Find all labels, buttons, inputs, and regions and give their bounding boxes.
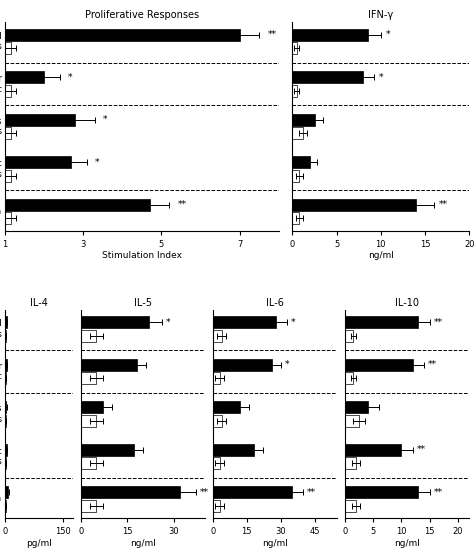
Bar — [81, 457, 96, 469]
Bar — [345, 443, 401, 456]
Bar — [345, 316, 419, 328]
X-axis label: ng/ml: ng/ml — [368, 251, 394, 260]
Text: **: ** — [428, 360, 437, 369]
Bar — [5, 359, 7, 370]
Bar — [81, 372, 96, 384]
Bar — [5, 28, 240, 41]
Bar — [213, 457, 219, 469]
Bar — [81, 415, 96, 427]
Bar — [292, 114, 315, 125]
Bar — [345, 401, 367, 413]
Bar — [292, 199, 416, 211]
Bar — [213, 486, 292, 498]
X-axis label: ng/ml: ng/ml — [262, 539, 288, 548]
Text: **: ** — [307, 487, 316, 497]
Bar — [81, 401, 102, 413]
Title: IL-10: IL-10 — [395, 297, 419, 307]
Bar — [213, 500, 219, 512]
Bar — [5, 500, 6, 512]
Bar — [5, 330, 6, 341]
Bar — [345, 330, 354, 341]
Bar — [5, 415, 6, 427]
Text: **: ** — [177, 200, 186, 209]
Bar — [213, 316, 276, 328]
Bar — [213, 401, 240, 413]
Bar — [213, 359, 272, 370]
Bar — [5, 85, 10, 97]
Bar — [81, 316, 149, 328]
Bar — [345, 372, 354, 384]
Bar — [81, 330, 96, 341]
Bar — [5, 156, 71, 168]
Bar — [5, 212, 10, 224]
X-axis label: ng/ml: ng/ml — [394, 539, 420, 548]
Bar — [5, 372, 6, 384]
Bar — [81, 443, 134, 456]
Bar — [292, 212, 300, 224]
Text: **: ** — [267, 30, 276, 39]
Bar — [5, 199, 150, 211]
Text: *: * — [95, 158, 100, 167]
Text: *: * — [386, 30, 391, 39]
Bar — [81, 486, 180, 498]
Bar — [292, 42, 297, 54]
Text: *: * — [165, 317, 170, 326]
Bar — [5, 457, 6, 469]
Bar — [292, 85, 297, 97]
Bar — [5, 128, 10, 139]
Bar — [5, 443, 7, 456]
Text: *: * — [284, 360, 289, 369]
Bar — [5, 71, 44, 83]
Title: IFN-γ: IFN-γ — [368, 10, 393, 20]
Bar — [81, 359, 137, 370]
Bar — [213, 372, 219, 384]
X-axis label: Stimulation Index: Stimulation Index — [102, 251, 182, 260]
Bar — [345, 500, 356, 512]
Bar — [213, 330, 222, 341]
Title: IL-4: IL-4 — [30, 297, 48, 307]
Bar — [5, 486, 8, 498]
Bar — [292, 71, 363, 83]
Bar — [345, 486, 419, 498]
X-axis label: pg/ml: pg/ml — [26, 539, 52, 548]
X-axis label: ng/ml: ng/ml — [130, 539, 156, 548]
Text: **: ** — [433, 487, 442, 497]
Bar — [5, 170, 10, 182]
Bar — [5, 42, 10, 54]
Bar — [345, 359, 413, 370]
Bar — [292, 28, 367, 41]
Title: Proliferative Responses: Proliferative Responses — [85, 10, 199, 20]
Text: *: * — [291, 317, 296, 326]
Title: IL-5: IL-5 — [134, 297, 152, 307]
Bar — [5, 401, 6, 413]
Text: **: ** — [439, 200, 448, 209]
Text: *: * — [379, 72, 383, 82]
Bar — [345, 457, 356, 469]
Text: *: * — [103, 115, 108, 124]
Bar — [292, 156, 310, 168]
Text: *: * — [68, 72, 73, 82]
Bar — [292, 170, 300, 182]
Text: **: ** — [433, 317, 442, 326]
Bar — [5, 316, 7, 328]
Title: IL-6: IL-6 — [266, 297, 284, 307]
Bar — [345, 415, 359, 427]
Bar — [81, 500, 96, 512]
Text: **: ** — [417, 445, 426, 454]
Bar — [5, 114, 75, 125]
Bar — [292, 128, 303, 139]
Bar — [213, 443, 254, 456]
Bar — [213, 415, 222, 427]
Text: **: ** — [200, 487, 209, 497]
